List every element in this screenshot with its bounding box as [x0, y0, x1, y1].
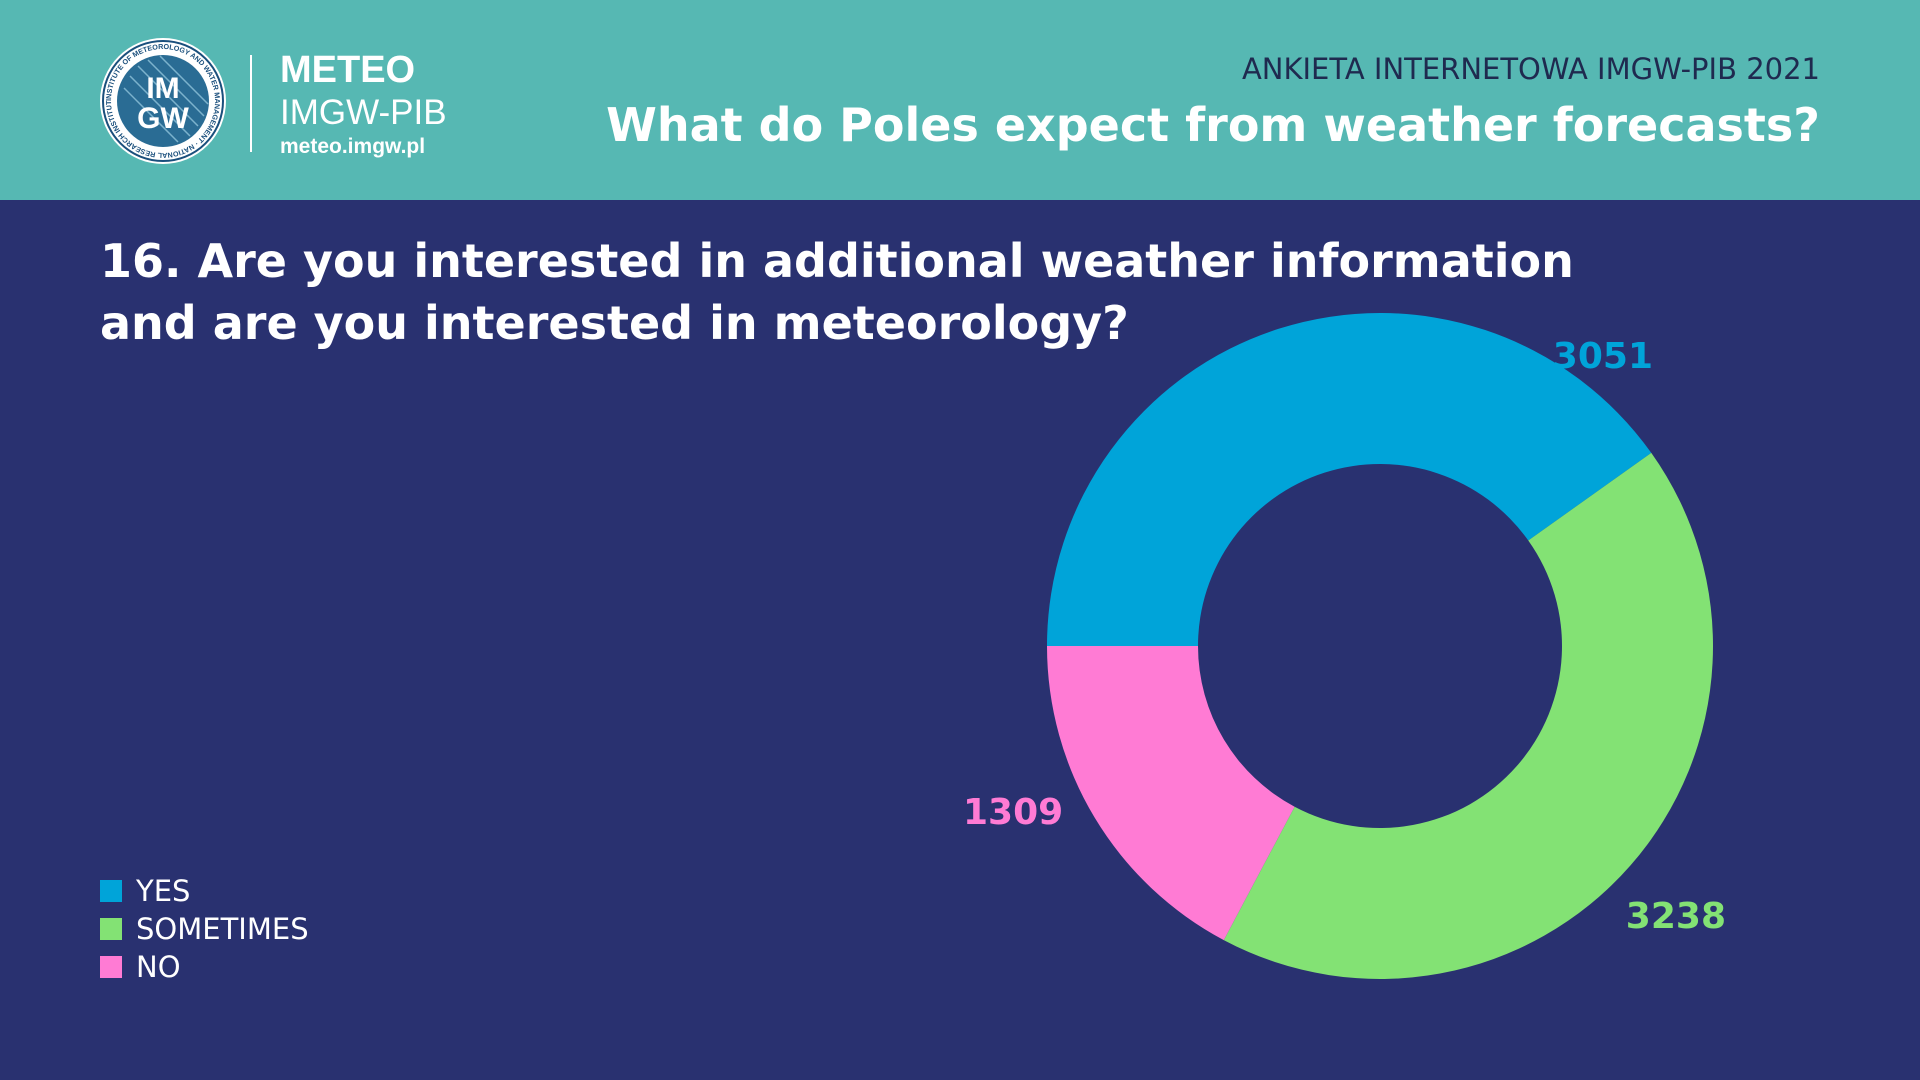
question-title: 16. Are you interested in additional wea…	[100, 230, 1600, 354]
legend-item-yes: YES	[100, 872, 309, 910]
survey-label: ANKIETA INTERNETOWA IMGW-PIB 2021	[1241, 52, 1820, 86]
legend-label-no: NO	[136, 950, 181, 984]
legend-label-sometimes: SOMETIMES	[136, 912, 309, 946]
logo-text-bottom: GW	[137, 102, 189, 135]
donut-slice-sometimes	[1223, 452, 1713, 980]
donut-chart: 3051 3238 1309	[963, 313, 1726, 980]
legend-swatch-no	[100, 956, 122, 978]
data-label-yes: 3051	[1553, 336, 1653, 377]
donut-slice-yes	[1047, 313, 1652, 646]
brand-divider	[250, 55, 252, 152]
donut-slice-no	[1047, 646, 1295, 941]
imgw-logo: IM GW INSTITUTE OF METEOROLOGY AND WATER…	[98, 36, 226, 164]
data-label-no: 1309	[963, 792, 1063, 833]
logo-text-top: IM	[146, 72, 179, 105]
chart-legend: YES SOMETIMES NO	[100, 872, 309, 986]
header-bar: IM GW INSTITUTE OF METEOROLOGY AND WATER…	[0, 0, 1920, 200]
legend-item-no: NO	[100, 948, 309, 986]
legend-swatch-yes	[100, 880, 122, 902]
brand-subtitle: IMGW-PIB	[280, 93, 447, 132]
survey-title: What do Poles expect from weather foreca…	[606, 98, 1820, 152]
brand-title: METEO	[280, 49, 416, 91]
question-line-2: and are you interested in meteorology?	[100, 296, 1129, 350]
question-line-1: 16. Are you interested in additional wea…	[100, 234, 1574, 288]
legend-item-sometimes: SOMETIMES	[100, 910, 309, 948]
data-label-sometimes: 3238	[1626, 896, 1726, 937]
legend-swatch-sometimes	[100, 918, 122, 940]
brand-url[interactable]: meteo.imgw.pl	[280, 135, 426, 158]
legend-label-yes: YES	[136, 874, 191, 908]
